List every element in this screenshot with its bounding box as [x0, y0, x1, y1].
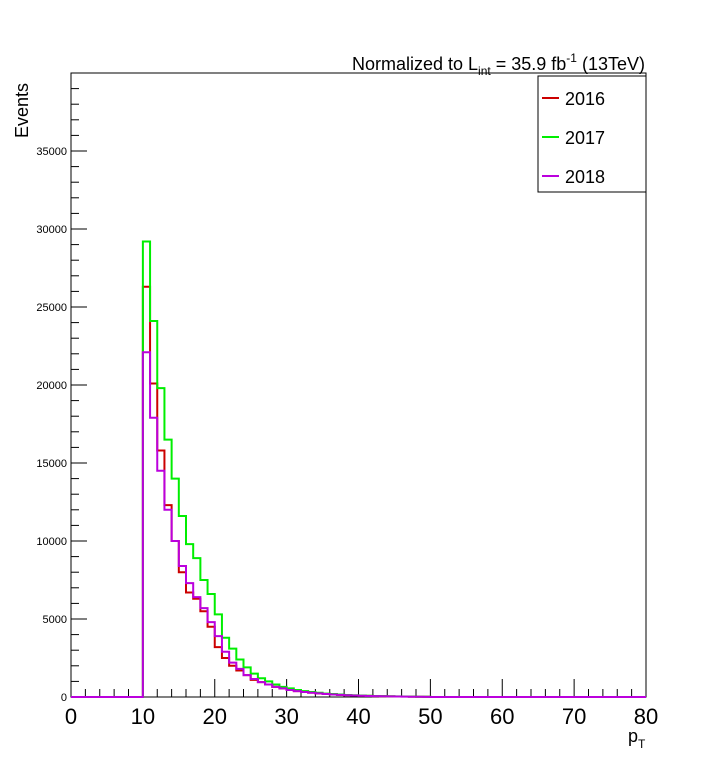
- y-tick-label: 10000: [36, 536, 67, 548]
- y-tick-label: 35000: [36, 146, 67, 158]
- y-axis-ticks: 0 5000 10000 15000 20000 25000 30000 35000: [36, 146, 87, 704]
- x-tick-label: 70: [562, 704, 586, 729]
- legend: 2016 2017 2018: [537, 75, 647, 193]
- legend-label-2018: 2018: [565, 167, 605, 187]
- title-middle: = 35.9 fb: [491, 54, 567, 74]
- legend-entries: 2016 2017 2018: [542, 89, 605, 187]
- series-layer: [71, 240, 646, 698]
- y-tick-label: 30000: [36, 224, 67, 236]
- chart-title: Normalized to Lint = 35.9 fb-1 (13TeV): [352, 51, 645, 78]
- y-tick-label: 0: [61, 692, 67, 704]
- y-axis-label: Events: [12, 83, 32, 138]
- y-tick-label: 25000: [36, 302, 67, 314]
- x-tick-label: 20: [203, 704, 227, 729]
- x-axis-label: pT: [628, 726, 646, 751]
- title-subscript: int: [478, 64, 491, 78]
- x-tick-label: 10: [131, 704, 155, 729]
- x-tick-label: 60: [490, 704, 514, 729]
- y-tick-label: 20000: [36, 380, 67, 392]
- y-tick-label: 5000: [43, 614, 67, 626]
- x-tick-label: 80: [634, 704, 658, 729]
- x-tick-label: 40: [346, 704, 370, 729]
- y-tick-label: 15000: [36, 458, 67, 470]
- x-tick-label: 0: [65, 704, 77, 729]
- title-suffix: (13TeV): [577, 54, 645, 74]
- series-2018-line: [71, 351, 646, 698]
- legend-box: [537, 75, 647, 193]
- legend-label-2016: 2016: [565, 89, 605, 109]
- title-superscript: -1: [566, 51, 577, 65]
- x-axis-label-subscript: T: [638, 737, 646, 751]
- title-prefix: Normalized to L: [352, 54, 478, 74]
- legend-label-2017: 2017: [565, 128, 605, 148]
- x-axis-ticks: 0 10 20 30 40 50 60 70 80: [65, 679, 658, 729]
- y-minor-ticks: [71, 88, 79, 682]
- x-tick-label: 30: [274, 704, 298, 729]
- x-tick-label: 50: [418, 704, 442, 729]
- x-axis-label-main: p: [628, 726, 638, 746]
